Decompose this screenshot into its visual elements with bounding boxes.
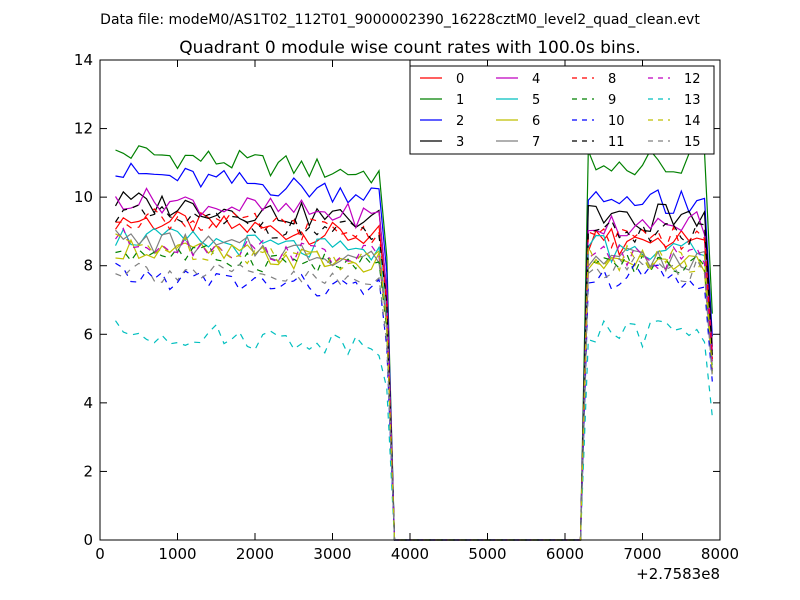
y-tick-label: 14 [74,51,93,69]
x-tick-label: 7000 [623,545,661,563]
y-tick-label: 2 [83,462,93,480]
y-tick-label: 8 [83,257,93,275]
legend-label-2: 2 [456,114,464,129]
y-tick-label: 0 [83,531,93,549]
x-tick-label: 2000 [236,545,274,563]
series-line-13 [115,319,713,541]
y-tick-label: 10 [74,188,93,206]
legend-label-4: 4 [532,72,540,87]
legend-label-8: 8 [608,72,616,87]
series-line-4 [114,187,713,541]
x-tick-label: 6000 [546,545,584,563]
x-tick-label: 3000 [313,545,351,563]
series-line-10 [115,262,713,541]
series-line-12 [115,227,713,541]
legend-label-1: 1 [456,93,464,108]
series-line-7 [115,229,713,541]
suptitle: Data file: modeM0/AS1T02_112T01_90000023… [100,12,700,28]
legend-frame [409,65,715,155]
x-tick-label: 0 [95,545,105,563]
series-line-0 [115,210,713,541]
series-line-14 [115,233,713,541]
legend-label-7: 7 [532,135,540,150]
y-tick-label: 6 [83,325,93,343]
legend-label-5: 5 [532,93,540,108]
x-tick-label: 8000 [701,545,739,563]
series-line-6 [115,238,713,541]
legend-label-11: 11 [608,135,625,150]
series-line-15 [115,255,713,541]
legend-label-6: 6 [532,114,540,129]
chart-title: Quadrant 0 module wise count rates with … [179,38,640,58]
series-line-1 [115,145,713,541]
x-tick-label: 4000 [391,545,429,563]
x-tick-label: 5000 [468,545,506,563]
legend-label-12: 12 [684,72,701,87]
axis-ticks: 0 1000 2000 3000 4000 5000 6000 7000 80000246810… [74,51,739,563]
series-line-11 [114,204,713,541]
legend-label-3: 3 [456,135,464,150]
legend-label-10: 10 [608,114,625,129]
legend-label-15: 15 [684,135,701,150]
x-tick-label: 1000 [158,545,196,563]
series-lines [114,145,713,541]
x-offset-label: +2.7583e8 [636,565,720,583]
y-tick-label: 12 [74,120,93,138]
y-tick-label: 4 [83,394,93,412]
legend-label-14: 14 [684,114,701,129]
series-line-2 [115,162,713,541]
legend-label-9: 9 [608,93,616,108]
series-line-8 [115,208,713,541]
legend-label-13: 13 [684,93,701,108]
legend-label-0: 0 [456,72,464,87]
